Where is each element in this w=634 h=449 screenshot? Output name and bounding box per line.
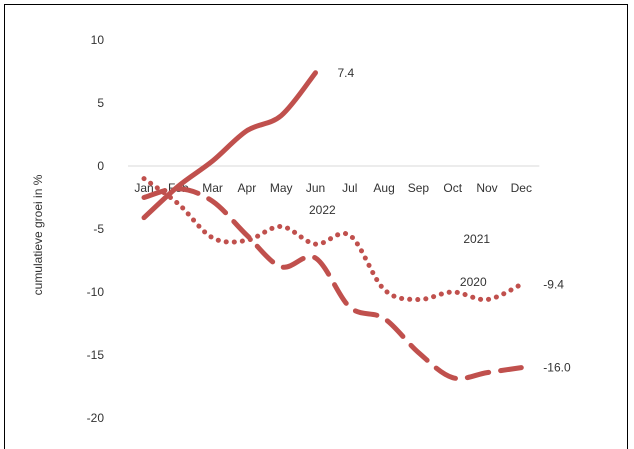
x-tick-label: Apr bbox=[238, 181, 257, 195]
series-label-2022: 2022 bbox=[309, 203, 336, 217]
chart-frame bbox=[4, 4, 628, 449]
x-tick-label: May bbox=[270, 181, 293, 195]
x-tick-label: Jul bbox=[342, 181, 357, 195]
data-label-end-2020: -16.0 bbox=[543, 361, 571, 375]
data-label-end-2021: -9.4 bbox=[543, 277, 564, 291]
data-label-end-2022: 7.4 bbox=[338, 66, 355, 80]
y-tick-label: 10 bbox=[91, 33, 105, 47]
x-tick-label: Jun bbox=[306, 181, 325, 195]
y-tick-label: 0 bbox=[97, 159, 104, 173]
x-tick-label: Dec bbox=[511, 181, 532, 195]
y-axis-label: cumulatieve groei in % bbox=[31, 174, 45, 295]
series-label-2021: 2021 bbox=[463, 232, 490, 246]
x-tick-label: Oct bbox=[443, 181, 462, 195]
y-tick-label: -10 bbox=[87, 285, 105, 299]
x-tick-label: Aug bbox=[373, 181, 394, 195]
y-tick-label: 5 bbox=[97, 96, 104, 110]
series-line-2020 bbox=[141, 186, 524, 382]
y-tick-label: -15 bbox=[87, 348, 105, 362]
x-tick-label: Nov bbox=[476, 181, 497, 195]
x-tick-label: Mar bbox=[202, 181, 223, 195]
y-tick-label: -5 bbox=[93, 222, 104, 236]
series-label-2020: 2020 bbox=[460, 275, 487, 289]
x-tick-label: Sep bbox=[408, 181, 430, 195]
series-line-2021 bbox=[141, 176, 524, 303]
y-tick-label: -20 bbox=[87, 411, 105, 425]
